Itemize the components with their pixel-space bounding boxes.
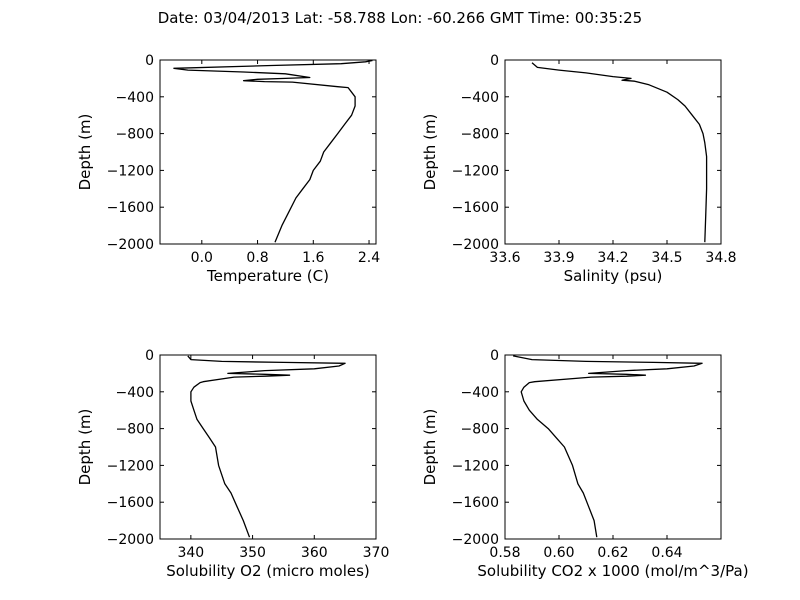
y-tick-label: 0 [145,348,154,364]
x-tick-label: 34.2 [597,250,628,266]
series-line-3-1 [187,355,346,538]
axes-frame [504,354,722,540]
axes-frame [159,59,377,245]
y-tick-label: −1200 [107,458,154,474]
y-axis-label: Depth (m) [421,409,439,486]
y-tick-label: −800 [461,422,499,438]
subplot-1: 0.0 0.8 1.6 2.4 0 −400 −800 −1200 −1600 −2000 Temp… [76,53,380,285]
x-tick-label: 0.0 [191,250,213,266]
x-tick-label: 0.8 [246,250,268,266]
y-tick-label: 0 [145,53,154,69]
y-tick-label: −400 [461,385,499,401]
axes-frame [504,59,722,245]
x-tick-label: 360 [301,545,328,561]
y-tick-label: −1600 [107,200,154,216]
y-tick-label: −800 [116,422,154,438]
y-tick-label: 0 [490,348,499,364]
subplot-grid: 0.0 0.8 1.6 2.4 0 −400 −800 −1200 −1600 −2000 Temp… [76,53,749,580]
subplot-3: 340 350 360 370 0 −400 −800 −1200 −1600 −2000 Solu… [76,348,389,580]
y-axis-label: Depth (m) [76,114,94,191]
x-axis-label: Salinity (psu) [564,267,663,285]
y-tick-label: −400 [116,385,154,401]
x-tick-label: 1.6 [302,250,324,266]
x-tick-label: 34.8 [705,250,736,266]
y-tick-label: −1600 [452,495,499,511]
x-tick-label: 34.5 [651,250,682,266]
x-tick-label: 350 [239,545,266,561]
y-axis-label: Depth (m) [76,409,94,486]
y-tick-label: −2000 [452,237,499,253]
y-tick-label: −400 [116,90,154,106]
x-tick-label: 2.4 [358,250,380,266]
x-tick-label: 340 [177,545,204,561]
y-tick-label: −2000 [107,237,154,253]
x-tick-label: 33.9 [543,250,574,266]
series-line-2-1 [531,62,708,243]
x-tick-label: 0.60 [543,545,574,561]
y-tick-label: −400 [461,90,499,106]
x-tick-label: 33.6 [489,250,520,266]
x-tick-label: 0.64 [651,545,682,561]
y-axis-label: Depth (m) [421,114,439,191]
y-tick-label: −2000 [107,532,154,548]
x-tick-label: 370 [363,545,390,561]
x-axis-label: Solubility O2 (micro moles) [166,562,370,580]
y-tick-label: 0 [490,53,499,69]
y-tick-label: −1600 [452,200,499,216]
x-tick-label: 0.62 [597,545,628,561]
series-line-4-1 [512,355,703,538]
subplot-2: 33.6 33.9 34.2 34.5 34.8 0 −400 −800 −1200 −1600 −… [421,53,737,285]
axes-frame [159,354,377,540]
x-tick-label: 0.58 [489,545,520,561]
subplot-4: 0.58 0.60 0.62 0.64 0 −400 −800 −1200 −1600 −2000… [421,348,749,580]
y-tick-label: −800 [461,127,499,143]
y-tick-label: −1200 [452,458,499,474]
figure-title: Date: 03/04/2013 Lat: -58.788 Lon: -60.2… [158,9,642,27]
series-line-1-1 [173,59,373,243]
y-tick-label: −2000 [452,532,499,548]
y-tick-label: −800 [116,127,154,143]
y-tick-label: −1200 [452,163,499,179]
x-axis-label: Temperature (C) [206,267,329,285]
y-tick-label: −1200 [107,163,154,179]
x-axis-label: Solubility CO2 x 1000 (mol/m^3/Pa) [477,562,748,580]
y-tick-label: −1600 [107,495,154,511]
